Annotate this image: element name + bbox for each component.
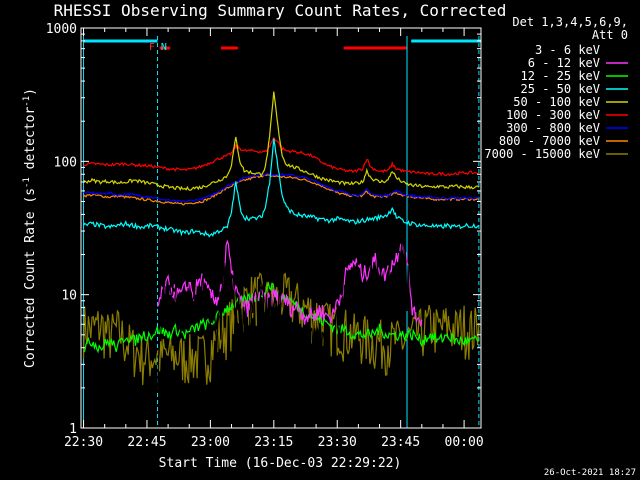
- y-axis-label-part: Corrected Count Rate (s: [23, 188, 38, 368]
- series-line-25to50keV: [82, 138, 480, 238]
- axes-layer: [80, 27, 482, 429]
- series-layer: [82, 91, 480, 394]
- legend-header-line: Det 1,3,4,5,6,9,: [512, 15, 628, 29]
- y-axis-label-part: ): [23, 88, 38, 96]
- x-tick-label: 23:00: [191, 435, 230, 450]
- x-axis-label: Start Time (16-Dec-03 22:29:22): [159, 456, 402, 471]
- legend-label: 12 - 25 keV: [521, 69, 600, 83]
- series-line-800to7000keV: [83, 174, 480, 206]
- y-tick-label: 1: [69, 422, 77, 437]
- y-tick-label: 10: [61, 289, 77, 304]
- y-tick-label: 1000: [46, 22, 77, 37]
- flag-label: N: [161, 42, 167, 53]
- legend-label: 7000 - 15000 keV: [484, 147, 600, 161]
- footer-date: 26-Oct-2021 18:27: [544, 468, 636, 478]
- x-tick-label: 22:45: [127, 435, 166, 450]
- x-tick-label: 23:30: [318, 435, 357, 450]
- y-axis-label-exponent: -1: [22, 177, 32, 188]
- tick-layer: 22:30 22:45 23:00 23:15 23:30 23:45 00:00 1 10 10…: [46, 22, 484, 450]
- x-tick-label: 22:30: [64, 435, 103, 450]
- x-tick-label: 23:15: [254, 435, 293, 450]
- series-line-50to100keV: [83, 91, 480, 191]
- flag-label: F: [149, 42, 155, 53]
- plot-frame: [80, 27, 482, 429]
- legend-label: 3 - 6 keV: [535, 43, 600, 57]
- legend-label: 6 - 12 keV: [528, 56, 600, 70]
- series-line-12to25keV: [83, 281, 479, 354]
- y-axis-label-part: detector: [23, 107, 38, 178]
- series-line-300to800keV: [83, 171, 480, 204]
- y-axis-label: Corrected Count Rate (s-1 detector-1): [22, 88, 38, 368]
- x-tick-label: 00:00: [445, 435, 484, 450]
- legend-label: 100 - 300 keV: [506, 108, 600, 122]
- chart-title: RHESSI Observing Summary Count Rates, Co…: [54, 1, 507, 20]
- legend-label: 800 - 7000 keV: [499, 134, 600, 148]
- legend-label: 25 - 50 keV: [521, 82, 600, 96]
- x-tick-label: 23:45: [381, 435, 420, 450]
- y-tick-label: 100: [54, 155, 77, 170]
- y-axis-label-exponent: -1: [22, 96, 32, 107]
- legend-label: 50 - 100 keV: [513, 95, 600, 109]
- legend-header-line: Att 0: [592, 28, 628, 42]
- series-line-7000to15000keV: [82, 272, 480, 386]
- legend-label: 300 - 800 keV: [506, 121, 600, 135]
- series-line-3to6keV: [156, 234, 410, 394]
